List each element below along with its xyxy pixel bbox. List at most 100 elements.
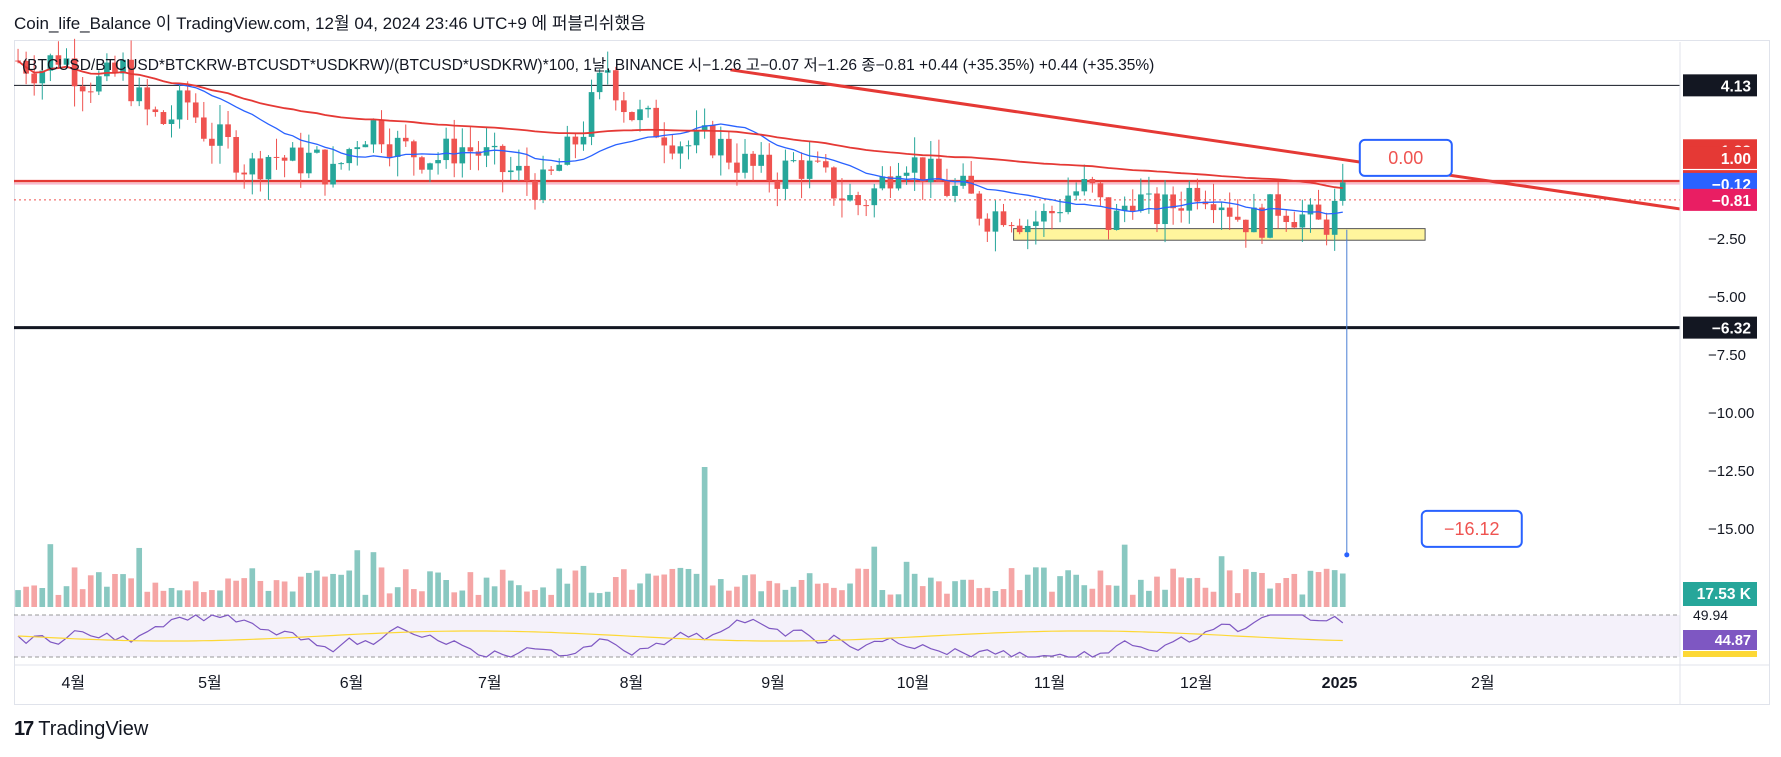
candle-body xyxy=(1105,197,1112,230)
candle-body xyxy=(637,109,643,121)
volume-bar xyxy=(709,585,716,607)
candle-body xyxy=(548,169,554,171)
candle-body xyxy=(653,107,659,138)
candle-body xyxy=(249,158,256,175)
footer[interactable]: 17 TradingView xyxy=(14,718,148,741)
candle-body xyxy=(564,136,571,165)
volume-bar xyxy=(451,592,458,607)
candle-body xyxy=(378,120,385,145)
candle-body xyxy=(1194,187,1201,202)
candle-body xyxy=(903,172,910,176)
candle-body xyxy=(1299,214,1306,228)
volume-bar xyxy=(758,591,765,607)
volume-bar xyxy=(112,573,118,607)
volume-bar xyxy=(742,575,748,607)
candle-body xyxy=(451,138,458,164)
candle-body xyxy=(427,163,433,170)
candle-body xyxy=(806,160,813,179)
volume-badge xyxy=(1683,582,1757,606)
volume-bar xyxy=(192,581,199,607)
volume-bar xyxy=(766,580,773,607)
volume-bar xyxy=(184,590,191,607)
rsi-line xyxy=(17,614,1344,658)
volume-bar xyxy=(1259,572,1265,607)
rsi-value-badge xyxy=(1683,630,1757,650)
candle-body xyxy=(798,160,805,179)
volume-bar xyxy=(1089,588,1096,607)
volume-bar xyxy=(1226,570,1233,607)
candle-body xyxy=(1146,193,1152,195)
candle-body xyxy=(1081,179,1088,192)
candle-body xyxy=(491,145,498,148)
volume-bar xyxy=(919,586,926,607)
candle-body xyxy=(863,205,870,207)
candle-body xyxy=(1291,222,1298,228)
volume-bar xyxy=(911,573,918,607)
candle-body xyxy=(394,137,401,157)
price-badge-label: −6.32 xyxy=(1712,321,1751,338)
volume-bar xyxy=(968,579,975,607)
volume-bar xyxy=(822,583,829,607)
candle-body xyxy=(742,153,748,173)
candle-body xyxy=(669,145,676,154)
candle-body xyxy=(225,124,231,138)
volume-bar xyxy=(249,568,256,607)
volume-bar xyxy=(1275,583,1281,607)
volume-bar xyxy=(354,550,361,607)
y-tick-label: −7.50 xyxy=(1708,347,1746,364)
volume-bar xyxy=(322,576,328,607)
volume-bar xyxy=(152,582,159,607)
volume-bar xyxy=(685,568,692,607)
candle-body xyxy=(532,180,538,200)
x-tick-label: 9월 xyxy=(761,674,785,692)
volume-bar xyxy=(839,590,845,607)
volume-bar xyxy=(265,590,272,607)
volume-bar xyxy=(346,570,353,607)
published-text: 이 TradingView.com, 12월 04, 2024 23:46 UT… xyxy=(155,14,646,33)
rsi-pane xyxy=(14,614,1680,658)
author-name[interactable]: Coin_life_Balance xyxy=(14,14,152,33)
candle-body xyxy=(297,147,304,174)
rsi-band xyxy=(14,615,1680,657)
candle-body xyxy=(1267,194,1273,238)
volume-bar xyxy=(297,576,304,607)
volume-bar xyxy=(1299,594,1306,607)
volume-bar xyxy=(1307,570,1314,607)
price-badge xyxy=(1683,316,1757,339)
candle-body xyxy=(1049,210,1055,214)
volume-bar xyxy=(863,568,870,607)
volume-bar xyxy=(79,589,86,607)
volume-bar xyxy=(1339,573,1346,607)
volume-bar xyxy=(790,586,797,607)
candle-body xyxy=(693,130,700,146)
volume-bar xyxy=(637,583,643,607)
candle-body xyxy=(160,112,167,124)
volume-bar xyxy=(734,586,740,607)
volume-bar xyxy=(233,580,239,607)
volume-bar xyxy=(330,573,336,607)
volume-bar xyxy=(701,467,708,607)
candle-body xyxy=(136,87,143,102)
candle-body xyxy=(1097,183,1104,198)
candle-body xyxy=(814,160,821,162)
volume-bar xyxy=(483,577,490,607)
candle-body xyxy=(782,160,789,189)
candle-body xyxy=(499,145,506,173)
volume-bar xyxy=(653,575,659,607)
candle-body xyxy=(176,90,183,120)
volume-bar xyxy=(976,588,983,607)
chart-frame xyxy=(14,40,1770,705)
rsi-upper-label: 49.94 xyxy=(1693,607,1728,623)
volume-bar xyxy=(507,580,514,607)
candle-body xyxy=(112,62,118,74)
candle-body xyxy=(168,119,175,124)
candle-body xyxy=(774,180,781,189)
volume-bar xyxy=(1129,594,1136,607)
candle-body xyxy=(289,147,296,161)
candle-body xyxy=(362,144,369,148)
volume-bar xyxy=(120,574,126,607)
volume-bar xyxy=(831,587,837,607)
candle-body xyxy=(726,138,732,163)
candle-body xyxy=(435,160,441,164)
